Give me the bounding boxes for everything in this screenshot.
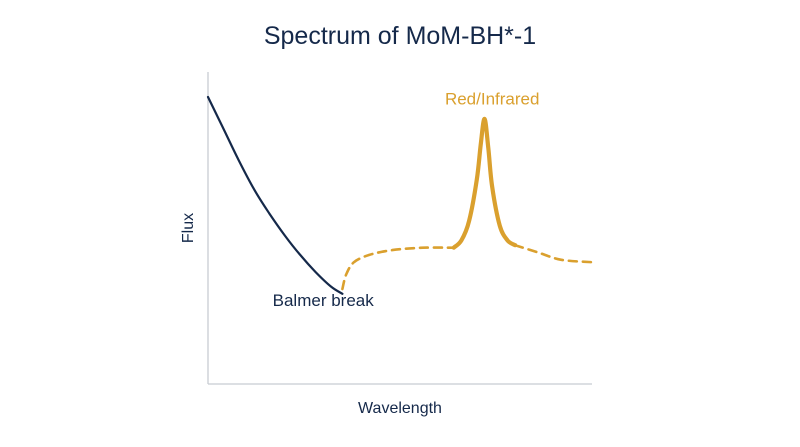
- series-line-3: [513, 243, 594, 264]
- annotation-label-0: Balmer break: [273, 291, 375, 310]
- series-line-2: [451, 116, 518, 250]
- series-line-0: [206, 95, 344, 295]
- series-line-1: [341, 246, 456, 291]
- y-axis-label: Flux: [180, 213, 197, 243]
- x-axis-label: Wavelength: [358, 400, 442, 417]
- chart-title: Spectrum of MoM-BH*-1: [263, 22, 537, 50]
- series-layer: [206, 95, 594, 295]
- annotation-layer: Balmer break Red/Infrared: [273, 89, 540, 310]
- annotation-label-1: Red/Infrared: [445, 89, 540, 108]
